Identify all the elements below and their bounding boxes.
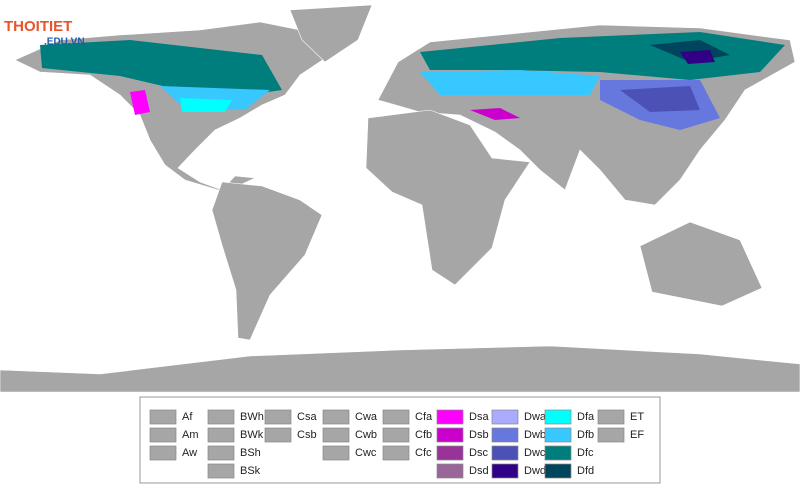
legend-swatch: [207, 445, 235, 461]
legend-swatch: [491, 427, 519, 443]
legend-swatch: [149, 409, 177, 425]
zone-dfa: [180, 98, 232, 112]
legend-swatch: [322, 445, 350, 461]
legend-label: Dwd: [524, 465, 546, 477]
legend-swatch: [207, 427, 235, 443]
legend-swatch: [436, 427, 464, 443]
africa: [365, 109, 531, 286]
legend-swatch: [207, 409, 235, 425]
legend-swatch: [149, 427, 177, 443]
legend-label: Csa: [297, 411, 317, 423]
zone-dfc: [40, 40, 282, 96]
legend-label: BSh: [240, 447, 261, 459]
antarctica: [0, 345, 800, 393]
legend-swatch: [264, 427, 292, 443]
legend-label: Cwa: [355, 411, 378, 423]
legend-swatch: [544, 427, 572, 443]
legend-swatch: [382, 445, 410, 461]
legend-swatch: [597, 409, 625, 425]
legend-swatch: [436, 463, 464, 479]
legend-label: Dfa: [577, 411, 595, 423]
logo-name: THOITIET: [4, 18, 72, 35]
zone-dwd: [680, 50, 715, 64]
legend-swatch: [544, 445, 572, 461]
legend-label: BSk: [240, 465, 261, 477]
legend-label: Af: [182, 411, 193, 423]
legend-swatch: [207, 463, 235, 479]
legend-label: ET: [630, 411, 644, 423]
legend-swatch: [544, 463, 572, 479]
legend-swatch: [436, 445, 464, 461]
legend-swatch: [382, 427, 410, 443]
legend-swatch: [544, 409, 572, 425]
legend-label: BWk: [240, 429, 264, 441]
legend-swatch: [491, 463, 519, 479]
greenland: [289, 4, 373, 63]
legend-label: Csb: [297, 429, 317, 441]
south-america: [211, 181, 323, 341]
legend-swatch: [491, 409, 519, 425]
legend-swatch: [436, 409, 464, 425]
legend-swatch: [382, 409, 410, 425]
legend-label: Cfa: [415, 411, 433, 423]
legend-label: Am: [182, 429, 199, 441]
legend-label: Cwb: [355, 429, 377, 441]
legend-swatch: [491, 445, 519, 461]
legend-label: Dwa: [524, 411, 547, 423]
legend-swatch: [149, 445, 177, 461]
legend-label: BWh: [240, 411, 264, 423]
legend-swatch: [322, 409, 350, 425]
legend-label: Aw: [182, 447, 197, 459]
world-map: [0, 4, 800, 393]
australia: [639, 221, 763, 307]
legend-swatch: [264, 409, 292, 425]
legend-label: Cwc: [355, 447, 377, 459]
legend-label: Dsb: [469, 429, 489, 441]
logo-domain: .EDU.VN: [44, 37, 85, 48]
legend-label: Cfb: [415, 429, 432, 441]
legend-label: Dsa: [469, 411, 489, 423]
legend-label: Dfc: [577, 447, 594, 459]
legend-swatch: [597, 427, 625, 443]
legend-label: Cfc: [415, 447, 432, 459]
zone-dsb: [470, 108, 520, 120]
legend: Af Am Aw BWh BWk BSh BSk Csa Csb Cwa Cwb Cwc Cfa Cfb C…: [149, 409, 644, 479]
legend-label: EF: [630, 429, 644, 441]
legend-swatch: [322, 427, 350, 443]
legend-label: Dwc: [524, 447, 546, 459]
zone-dsa: [130, 90, 150, 115]
legend-label: Dfd: [577, 465, 594, 477]
legend-label: Dsd: [469, 465, 489, 477]
legend-label: Dwb: [524, 429, 546, 441]
legend-label: Dsc: [469, 447, 488, 459]
zone-dfb-eurasia: [420, 70, 600, 95]
zone-dwc: [620, 86, 700, 112]
legend-label: Dfb: [577, 429, 594, 441]
logo: THOITIET .EDU.VN: [4, 18, 85, 48]
